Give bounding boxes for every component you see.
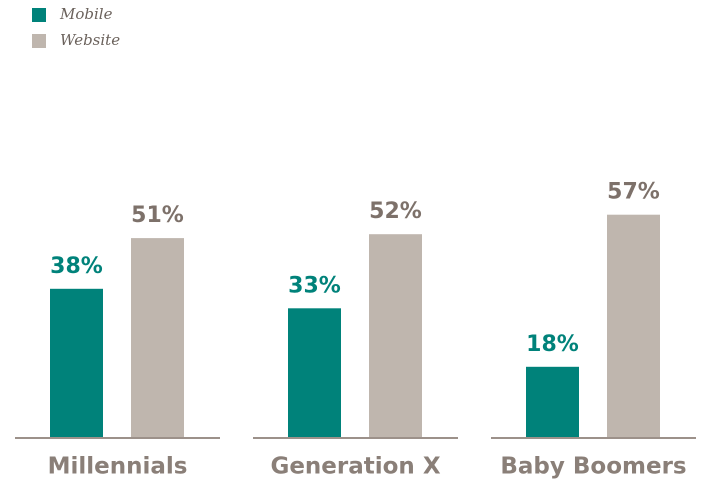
bar xyxy=(526,366,579,437)
value-label: 33% xyxy=(288,273,341,298)
bar xyxy=(50,288,103,437)
value-label: 18% xyxy=(526,332,579,357)
value-label: 57% xyxy=(607,180,660,205)
legend-label: Mobile xyxy=(59,5,113,23)
bar xyxy=(288,308,341,437)
value-label: 38% xyxy=(50,254,103,279)
value-label: 51% xyxy=(131,203,184,228)
bar xyxy=(369,234,422,437)
legend-swatch xyxy=(32,34,46,48)
bar xyxy=(607,214,660,437)
x-tick-label: Baby Boomers xyxy=(500,454,686,480)
legend-label: Website xyxy=(60,31,120,49)
legend-swatch xyxy=(32,8,46,22)
value-label: 52% xyxy=(369,199,422,224)
x-tick-label: Millennials xyxy=(48,454,188,480)
bar xyxy=(131,238,184,437)
x-tick-label: Generation X xyxy=(270,454,440,480)
